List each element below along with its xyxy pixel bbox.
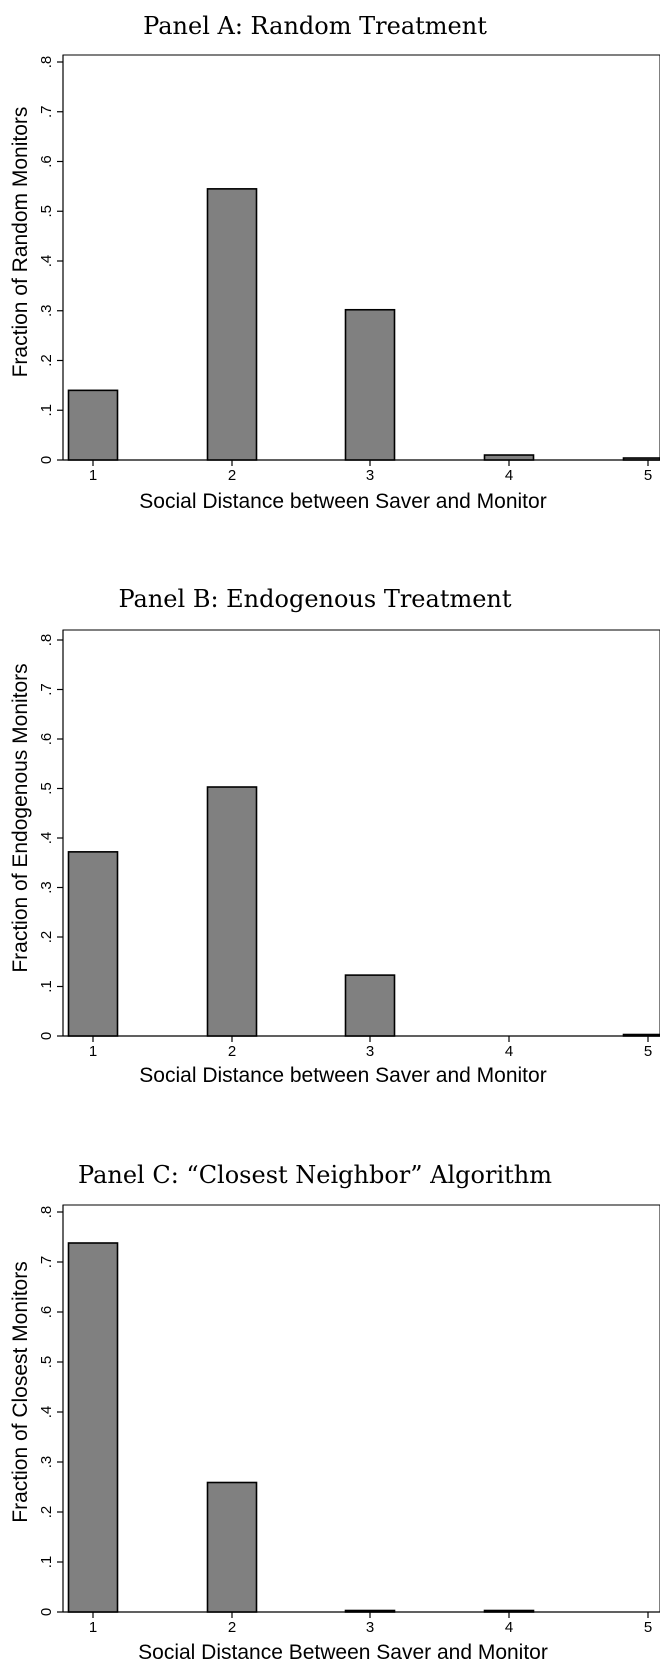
panel-c-bar-4 — [485, 1611, 534, 1613]
panel-c-plot: 0 .1 .2 .3 .4 .5 .6 .7 .8 1 2 3 4 5 — [38, 1205, 660, 1636]
panel-a-x-tick-label: 2 — [228, 467, 236, 484]
panel-c: Panel C: “Closest Neighbor” Algorithm Fr… — [9, 1161, 660, 1664]
panel-a-bar-1 — [69, 390, 118, 460]
panel-b-y-tick-label: .5 — [38, 782, 55, 795]
panel-c-x-tick-label: 2 — [228, 1619, 236, 1636]
panel-b-title: Panel B: Endogenous Treatment — [118, 585, 511, 613]
panel-c-bar-2 — [208, 1483, 257, 1613]
panel-b-y-axis-title: Fraction of Endogenous Monitors — [9, 663, 32, 972]
panel-c-y-tick-label: .3 — [38, 1456, 55, 1469]
panel-a-bar-3 — [346, 310, 395, 460]
panel-c-y-tick-label: .4 — [38, 1406, 55, 1419]
panel-c-x-tick-label: 4 — [505, 1619, 513, 1636]
panel-a-y-tick-label: 0 — [38, 456, 55, 464]
panel-a-x-tick-label: 3 — [366, 467, 374, 484]
panel-c-y-tick-label: .5 — [38, 1356, 55, 1369]
panel-b-bar-5 — [624, 1035, 660, 1036]
panel-b-y-tick-label: .2 — [38, 931, 55, 944]
panel-a-y-tick-label: .3 — [38, 304, 55, 317]
panel-b-y-tick-label: .4 — [38, 832, 55, 845]
panel-a-bar-2 — [208, 189, 257, 460]
panel-a-y-tick-label: .8 — [38, 56, 55, 69]
panel-a-x-tick-label: 1 — [89, 467, 97, 484]
panel-b-x-tick-label: 3 — [366, 1043, 374, 1060]
panel-c-x-tick-label: 3 — [366, 1619, 374, 1636]
panel-b-bar-3 — [346, 975, 395, 1036]
panel-c-title: Panel C: “Closest Neighbor” Algorithm — [78, 1161, 552, 1189]
panel-c-y-axis-title: Fraction of Closest Monitors — [9, 1261, 32, 1522]
panel-b-bar-2 — [208, 787, 257, 1036]
panel-a-title: Panel A: Random Treatment — [143, 12, 487, 40]
panel-c-y-tick-label: .6 — [38, 1306, 55, 1319]
panel-b-y-tick-label: .8 — [38, 634, 55, 647]
panel-a-x-tick-label: 5 — [644, 467, 652, 484]
panel-b-y-tick-label: .1 — [38, 980, 55, 993]
panel-a-y-tick-label: .6 — [38, 155, 55, 168]
panel-c-plot-frame — [63, 1205, 660, 1612]
panel-c-x-axis-title: Social Distance Between Saver and Monito… — [138, 1641, 548, 1664]
panel-b: Panel B: Endogenous Treatment Fraction o… — [9, 585, 660, 1087]
panel-a-x-axis-title: Social Distance between Saver and Monito… — [139, 490, 546, 513]
panel-c-bar-3 — [346, 1611, 395, 1613]
panel-b-bar-1 — [69, 852, 118, 1036]
panel-b-x-tick-label: 5 — [644, 1043, 652, 1060]
panel-a: Panel A: Random Treatment Fraction of Ra… — [9, 12, 660, 513]
panel-b-x-tick-label: 4 — [505, 1043, 513, 1060]
panel-a-y-tick-label: .4 — [38, 255, 55, 268]
panel-a-plot: 0 .1 .2 .3 .4 .5 .6 .7 .8 1 2 3 4 5 — [38, 55, 660, 484]
panel-a-y-tick-label: .5 — [38, 205, 55, 218]
panel-a-x-tick-label: 4 — [505, 467, 513, 484]
panel-b-y-tick-label: .3 — [38, 881, 55, 894]
panel-b-x-axis-title: Social Distance between Saver and Monito… — [139, 1064, 546, 1087]
panel-c-x-tick-label: 5 — [644, 1619, 652, 1636]
panel-a-y-tick-label: .7 — [38, 105, 55, 118]
panel-c-bar-1 — [69, 1243, 118, 1612]
panel-b-plot: 0 .1 .2 .3 .4 .5 .6 .7 .8 1 2 3 4 5 — [38, 630, 660, 1060]
panel-b-y-tick-label: .7 — [38, 683, 55, 696]
panel-a-y-tick-label: .2 — [38, 354, 55, 367]
panel-b-y-tick-label: 0 — [38, 1032, 55, 1040]
panel-a-y-axis-title: Fraction of Random Monitors — [9, 107, 32, 378]
panel-a-y-tick-label: .1 — [38, 404, 55, 417]
panel-c-y-tick-label: .2 — [38, 1506, 55, 1519]
panel-c-y-tick-label: .8 — [38, 1206, 55, 1219]
panel-c-y-tick-label: 0 — [38, 1608, 55, 1616]
panel-a-bar-5 — [624, 458, 660, 460]
panel-b-y-tick-label: .6 — [38, 733, 55, 746]
panel-a-bar-4 — [485, 455, 534, 460]
panel-b-x-tick-label: 1 — [89, 1043, 97, 1060]
panel-c-x-tick-label: 1 — [89, 1619, 97, 1636]
panel-c-y-tick-label: .7 — [38, 1256, 55, 1269]
panel-b-x-tick-label: 2 — [228, 1043, 236, 1060]
panel-c-y-tick-label: .1 — [38, 1556, 55, 1569]
